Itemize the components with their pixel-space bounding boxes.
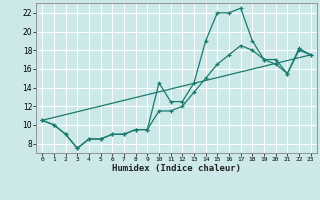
X-axis label: Humidex (Indice chaleur): Humidex (Indice chaleur) [112, 164, 241, 173]
